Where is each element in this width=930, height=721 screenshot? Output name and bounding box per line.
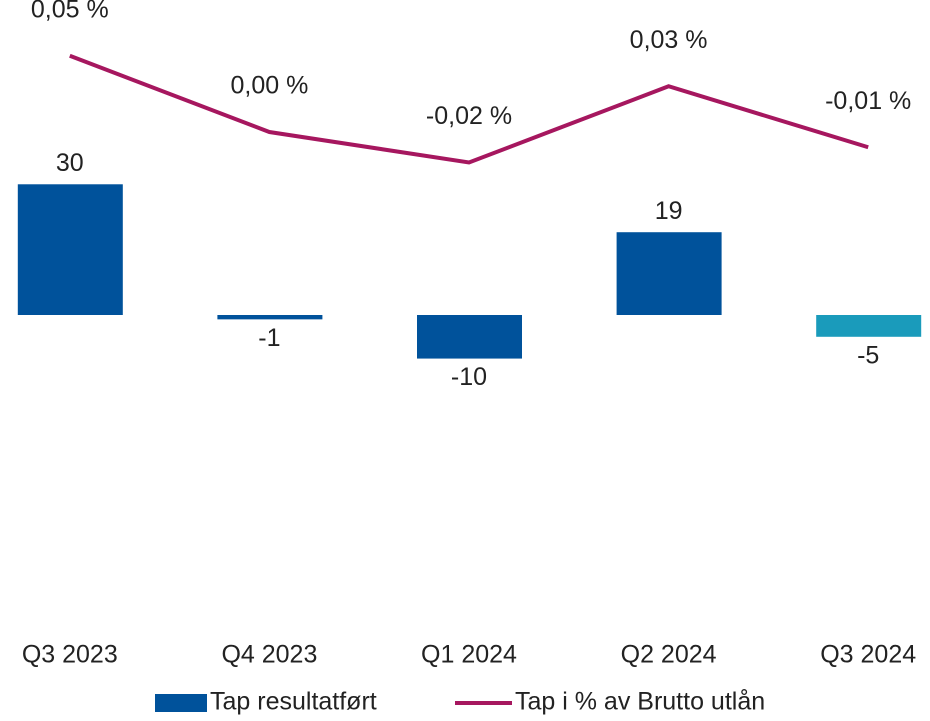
legend-label: Tap i % av Brutto utlån — [515, 688, 765, 716]
x-tick-label: Q3 2024 — [820, 641, 916, 669]
data-label: -1 — [258, 324, 280, 352]
data-label: -10 — [451, 363, 487, 391]
line — [69, 53, 869, 165]
x-tick-label: Q4 2023 — [221, 641, 317, 669]
bar — [17, 184, 123, 315]
data-label: 0,05 % — [31, 0, 109, 23]
data-label: 19 — [655, 197, 683, 225]
data-label: -5 — [857, 341, 879, 369]
bar — [616, 232, 722, 315]
bar — [417, 315, 522, 359]
data-label: -0,02 % — [426, 102, 512, 130]
x-tick-label: Q3 2023 — [22, 641, 118, 669]
bar — [217, 315, 323, 320]
x-tick-label: Q2 2024 — [621, 641, 717, 669]
data-label: -0,01 % — [825, 87, 911, 115]
bar — [816, 315, 922, 337]
data-label: 0,03 % — [630, 26, 708, 54]
legend-label: Tap resultatført — [210, 688, 377, 716]
data-label: 0,00 % — [230, 72, 308, 100]
x-tick-label: Q1 2024 — [421, 641, 517, 669]
data-label: 30 — [56, 149, 84, 177]
legend-swatch — [155, 694, 207, 712]
